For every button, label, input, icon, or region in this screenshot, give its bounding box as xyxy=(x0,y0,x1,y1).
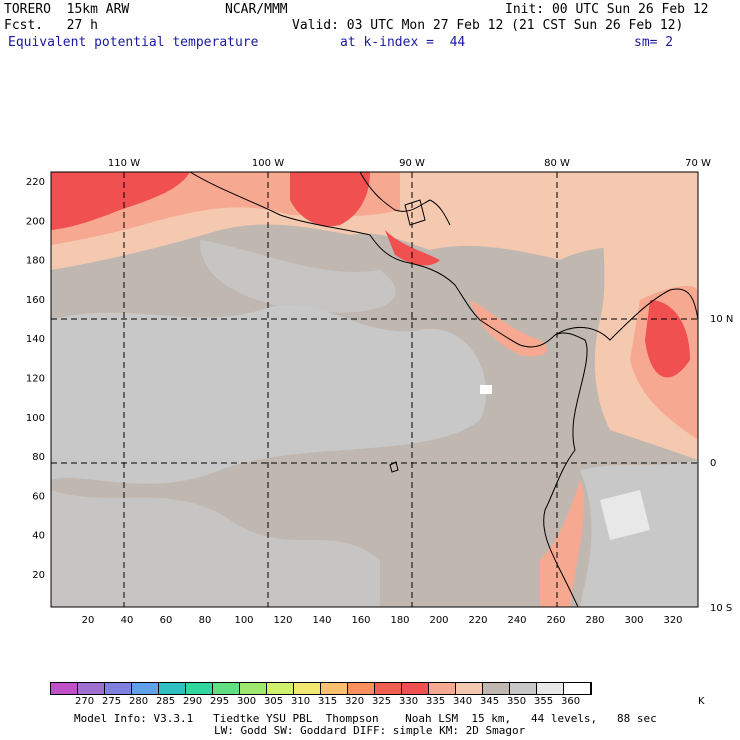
smoothing-label: sm= 2 xyxy=(634,35,674,50)
bottom-grid-label: 280 xyxy=(585,615,604,626)
colorbar-swatch xyxy=(564,683,591,694)
bottom-grid-label: 300 xyxy=(624,615,643,626)
footer-model-info: Model Info: V3.3.1 Tiedtke YSU PBL Thomp… xyxy=(74,712,657,725)
colorbar-swatch xyxy=(456,683,483,694)
valid-time: Valid: 03 UTC Mon 27 Feb 12 (21 CST Sun … xyxy=(292,18,684,33)
colorbar-label: 355 xyxy=(534,696,554,707)
colorbar-swatch xyxy=(78,683,105,694)
level-label: at k-index = 44 xyxy=(340,35,466,50)
left-grid-label: 180 xyxy=(26,256,45,267)
colorbar-unit: K xyxy=(698,696,705,707)
longitude-label: 90 W xyxy=(399,158,425,169)
colorbar-label: 360 xyxy=(561,696,581,707)
bottom-grid-label: 80 xyxy=(199,615,212,626)
bottom-grid-label: 180 xyxy=(390,615,409,626)
colorbar-label: 270 xyxy=(75,696,95,707)
left-grid-label: 40 xyxy=(32,531,45,542)
colorbar-label: 350 xyxy=(507,696,527,707)
bottom-grid-label: 200 xyxy=(429,615,448,626)
bottom-grid-labels: 20 40 60 80 100 120 140 160 180 200 220 240 260 280 30… xyxy=(82,615,683,626)
colorbar-swatch xyxy=(429,683,456,694)
colorbar-label: 325 xyxy=(372,696,392,707)
left-grid-label: 80 xyxy=(32,452,45,463)
colorbar-swatch xyxy=(375,683,402,694)
bottom-grid-label: 160 xyxy=(351,615,370,626)
colorbar-label: 320 xyxy=(345,696,365,707)
left-grid-label: 220 xyxy=(26,177,45,188)
init-time: Init: 00 UTC Sun 26 Feb 12 xyxy=(505,2,709,17)
colorbar-swatch xyxy=(186,683,213,694)
bottom-grid-label: 20 xyxy=(82,615,95,626)
latitude-label: 10 S xyxy=(710,603,732,614)
colorbar-swatch xyxy=(267,683,294,694)
bottom-grid-label: 60 xyxy=(160,615,173,626)
colorbar-swatch xyxy=(105,683,132,694)
forecast-hour: Fcst. 27 h xyxy=(4,18,98,33)
colorbar xyxy=(50,682,592,695)
bottom-grid-label: 220 xyxy=(468,615,487,626)
bottom-grid-label: 100 xyxy=(234,615,253,626)
left-grid-label: 100 xyxy=(26,413,45,424)
left-grid-labels: 220 200 180 160 140 120 100 80 60 40 20 xyxy=(26,177,45,581)
colorbar-label: 280 xyxy=(129,696,149,707)
colorbar-label: 345 xyxy=(480,696,500,707)
colorbar-label: 310 xyxy=(291,696,311,707)
colorbar-label: 315 xyxy=(318,696,338,707)
longitude-label: 80 W xyxy=(544,158,570,169)
left-grid-label: 60 xyxy=(32,491,45,502)
colorbar-swatch xyxy=(348,683,375,694)
colorbar-label: 300 xyxy=(237,696,257,707)
bottom-grid-label: 260 xyxy=(546,615,565,626)
latitude-labels: 10 N 0 10 S xyxy=(710,314,733,614)
colorbar-label: 330 xyxy=(399,696,419,707)
colorbar-swatch xyxy=(213,683,240,694)
bottom-grid-label: 40 xyxy=(121,615,134,626)
colorbar-swatch xyxy=(483,683,510,694)
left-grid-label: 20 xyxy=(32,570,45,581)
left-grid-label: 140 xyxy=(26,334,45,345)
graticule xyxy=(51,172,698,607)
colorbar-swatch xyxy=(294,683,321,694)
longitude-label: 100 W xyxy=(252,158,284,169)
longitude-label: 70 W xyxy=(685,158,711,169)
coastlines xyxy=(189,172,698,607)
bottom-grid-label: 320 xyxy=(663,615,682,626)
colorbar-label: 305 xyxy=(264,696,284,707)
latitude-label: 10 N xyxy=(710,314,733,325)
colorbar-swatch xyxy=(321,683,348,694)
colorbar-swatch xyxy=(132,683,159,694)
colorbar-swatch xyxy=(51,683,78,694)
bottom-grid-label: 240 xyxy=(507,615,526,626)
colorbar-swatch xyxy=(537,683,564,694)
colorbar-label: 290 xyxy=(183,696,203,707)
colorbar-label: 285 xyxy=(156,696,176,707)
colorbar-swatch xyxy=(402,683,429,694)
left-grid-label: 200 xyxy=(26,216,45,227)
colorbar-swatch xyxy=(159,683,186,694)
longitude-labels: 110 W 100 W 90 W 80 W 70 W xyxy=(108,158,711,169)
field-name: Equivalent potential temperature xyxy=(8,35,259,50)
bottom-grid-label: 140 xyxy=(312,615,331,626)
longitude-label: 110 W xyxy=(108,158,140,169)
colorbar-swatch xyxy=(510,683,537,694)
model-name: TORERO 15km ARW xyxy=(4,2,130,17)
bottom-grid-label: 120 xyxy=(273,615,292,626)
colorbar-label: 335 xyxy=(426,696,446,707)
colorbar-label: 340 xyxy=(453,696,473,707)
colorbar-swatch xyxy=(240,683,267,694)
left-grid-label: 120 xyxy=(26,374,45,385)
center-label: NCAR/MMM xyxy=(225,2,288,17)
left-grid-label: 160 xyxy=(26,295,45,306)
theta-e-field xyxy=(51,172,698,607)
map-frame xyxy=(50,171,699,608)
footer-physics-info: LW: Godd SW: Goddard DIFF: simple KM: 2D… xyxy=(214,724,526,737)
latitude-label: 0 xyxy=(710,458,716,469)
colorbar-label: 275 xyxy=(102,696,122,707)
colorbar-label: 295 xyxy=(210,696,230,707)
